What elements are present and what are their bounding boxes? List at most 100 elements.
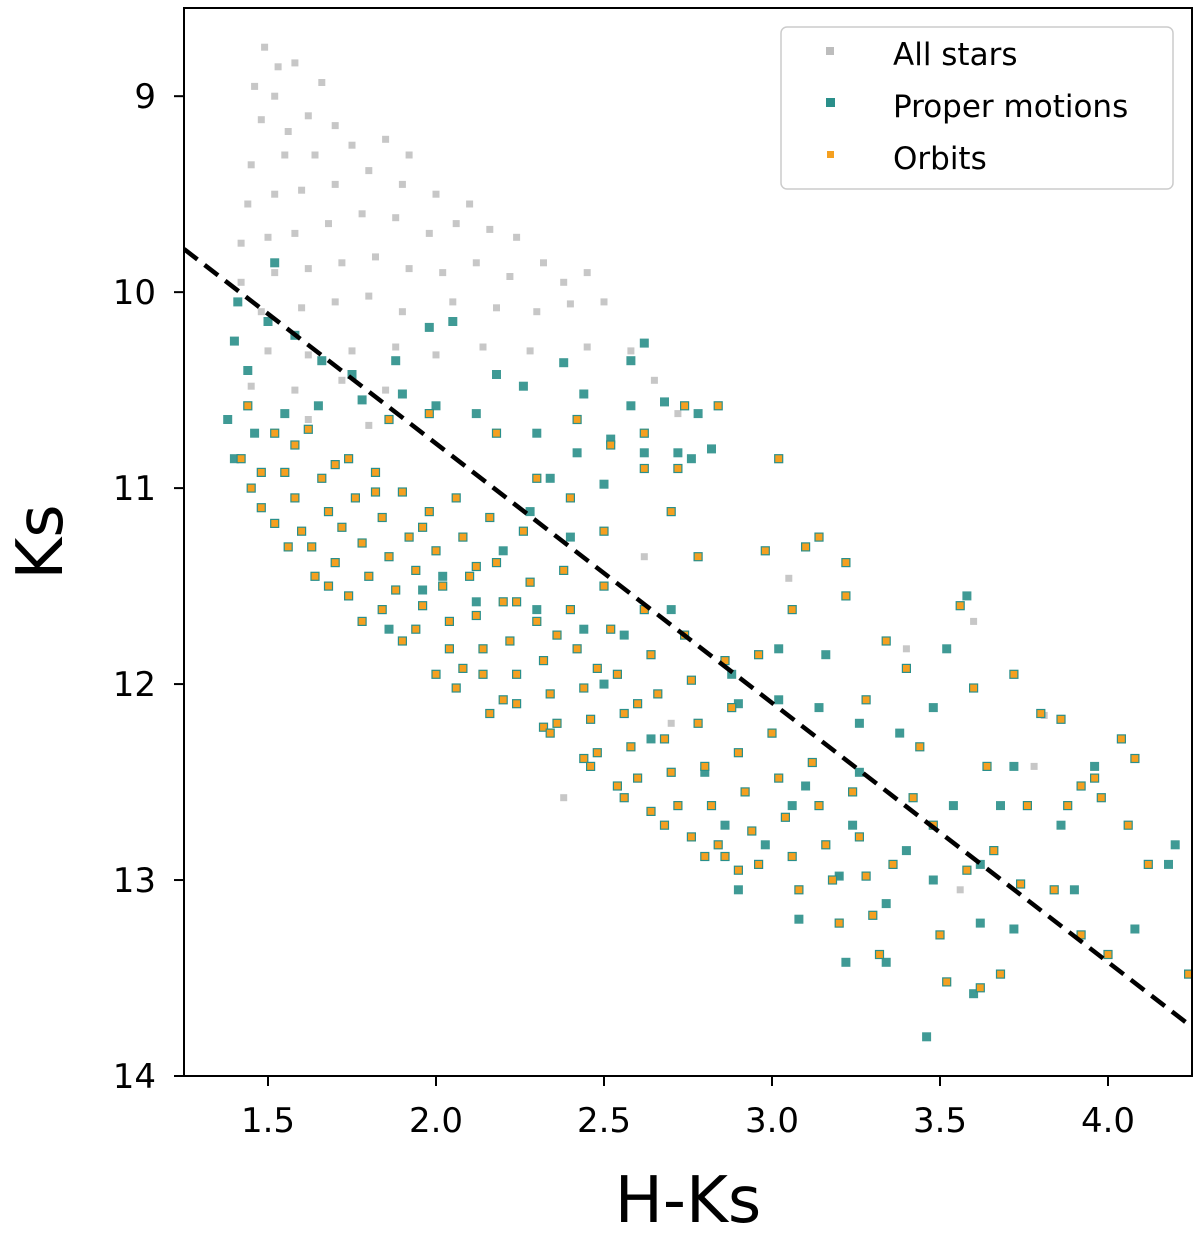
- orbit-point: [538, 722, 549, 732]
- proper-motion-point: [579, 389, 589, 399]
- orbit-point: [753, 650, 764, 660]
- orbit-point: [545, 728, 555, 738]
- proper-motion-point: [243, 366, 253, 375]
- orbit-point: [337, 522, 347, 532]
- orbit-point: [841, 591, 851, 601]
- orbit-point: [706, 800, 717, 811]
- orbit-point: [787, 851, 797, 862]
- orbit-point: [888, 859, 898, 870]
- proper-motion-point: [814, 703, 824, 713]
- orbit-point: [511, 669, 522, 679]
- orbit-point: [565, 604, 576, 615]
- orbit-point: [666, 767, 676, 777]
- proper-motion-point: [646, 734, 656, 744]
- all-star-point: [405, 265, 413, 273]
- proper-motion-point: [901, 846, 911, 856]
- proper-motion-point: [673, 448, 683, 458]
- all-star-point: [486, 225, 494, 233]
- orbit-point: [1143, 859, 1153, 870]
- orbit-point: [646, 650, 656, 660]
- legend-box: [780, 26, 1174, 190]
- proper-motion-point: [518, 381, 528, 391]
- all-star-point: [331, 180, 339, 188]
- orbit-point: [639, 463, 649, 474]
- proper-motion-point: [492, 370, 501, 379]
- proper-motion-point: [733, 699, 743, 709]
- orbit-point: [727, 702, 737, 713]
- orbit-point: [774, 773, 784, 783]
- all-star-point: [627, 347, 635, 355]
- proper-motion-point: [559, 358, 569, 368]
- orbit-point: [1056, 714, 1066, 724]
- orbit-point: [1183, 969, 1192, 979]
- all-star-point: [237, 239, 245, 247]
- proper-motion-point: [424, 322, 434, 332]
- proper-motion-point: [1090, 761, 1100, 771]
- orbit-point: [659, 734, 670, 744]
- orbit-point: [458, 663, 468, 674]
- orbit-point: [847, 787, 858, 797]
- orbit-point: [935, 930, 945, 940]
- orbit-point: [1036, 708, 1046, 719]
- orbit-point: [478, 669, 488, 679]
- all-star-point: [284, 128, 292, 135]
- proper-motion-point: [565, 532, 575, 542]
- orbit-point: [814, 532, 824, 542]
- all-star-point: [358, 210, 366, 218]
- proper-motion-point: [686, 454, 696, 464]
- orbit-point: [357, 616, 367, 627]
- proper-motion-point: [1009, 924, 1019, 934]
- all-star-point: [274, 63, 282, 71]
- proper-motion-point: [774, 644, 784, 654]
- orbit-point: [585, 761, 596, 772]
- orbit-point: [700, 761, 710, 772]
- orbit-point: [552, 630, 562, 640]
- proper-motion-point: [1130, 924, 1140, 934]
- orbit-point: [498, 597, 508, 607]
- points-layer: [223, 43, 1192, 1042]
- orbit-point: [713, 401, 723, 411]
- orbit-point: [485, 708, 495, 719]
- proper-motion-point: [313, 401, 323, 411]
- orbit-point: [995, 969, 1006, 979]
- orbit-point: [465, 571, 475, 581]
- orbit-point: [579, 753, 589, 764]
- proper-motion-point: [223, 415, 233, 424]
- orbit-point: [693, 552, 703, 562]
- orbit-point: [787, 604, 797, 615]
- orbit-point: [310, 571, 320, 581]
- all-star-point: [452, 220, 460, 228]
- proper-motion-point: [660, 397, 669, 407]
- all-star-point: [372, 253, 379, 261]
- proper-motion-point: [854, 767, 864, 777]
- orbit-point: [1022, 800, 1033, 811]
- legend-marker-all-stars: [826, 47, 834, 55]
- proper-motion-point: [639, 448, 649, 458]
- orbit-point: [478, 644, 488, 654]
- orbit-point: [686, 832, 697, 842]
- proper-motion-point: [996, 801, 1005, 811]
- all-star-point: [325, 220, 332, 228]
- all-star-point: [365, 421, 373, 429]
- orbit-point: [330, 460, 340, 470]
- proper-motion-point: [942, 644, 952, 654]
- all-star-point: [583, 269, 591, 277]
- proper-motion-point: [280, 409, 290, 419]
- orbit-point: [720, 851, 730, 862]
- orbit-point: [297, 526, 307, 536]
- orbit-point: [424, 507, 434, 517]
- all-star-point: [331, 122, 339, 130]
- all-star-point: [425, 229, 433, 237]
- orbit-point: [280, 467, 290, 477]
- orbit-point: [874, 949, 885, 960]
- orbit-point: [800, 542, 811, 552]
- orbit-point: [612, 781, 623, 791]
- orbit-point: [834, 918, 844, 928]
- all-star-point: [365, 292, 373, 300]
- orbit-point: [431, 546, 441, 556]
- proper-motion-point: [1170, 840, 1180, 850]
- all-star-point: [244, 200, 252, 208]
- all-star-point: [432, 351, 440, 359]
- proper-motion-point: [229, 454, 239, 464]
